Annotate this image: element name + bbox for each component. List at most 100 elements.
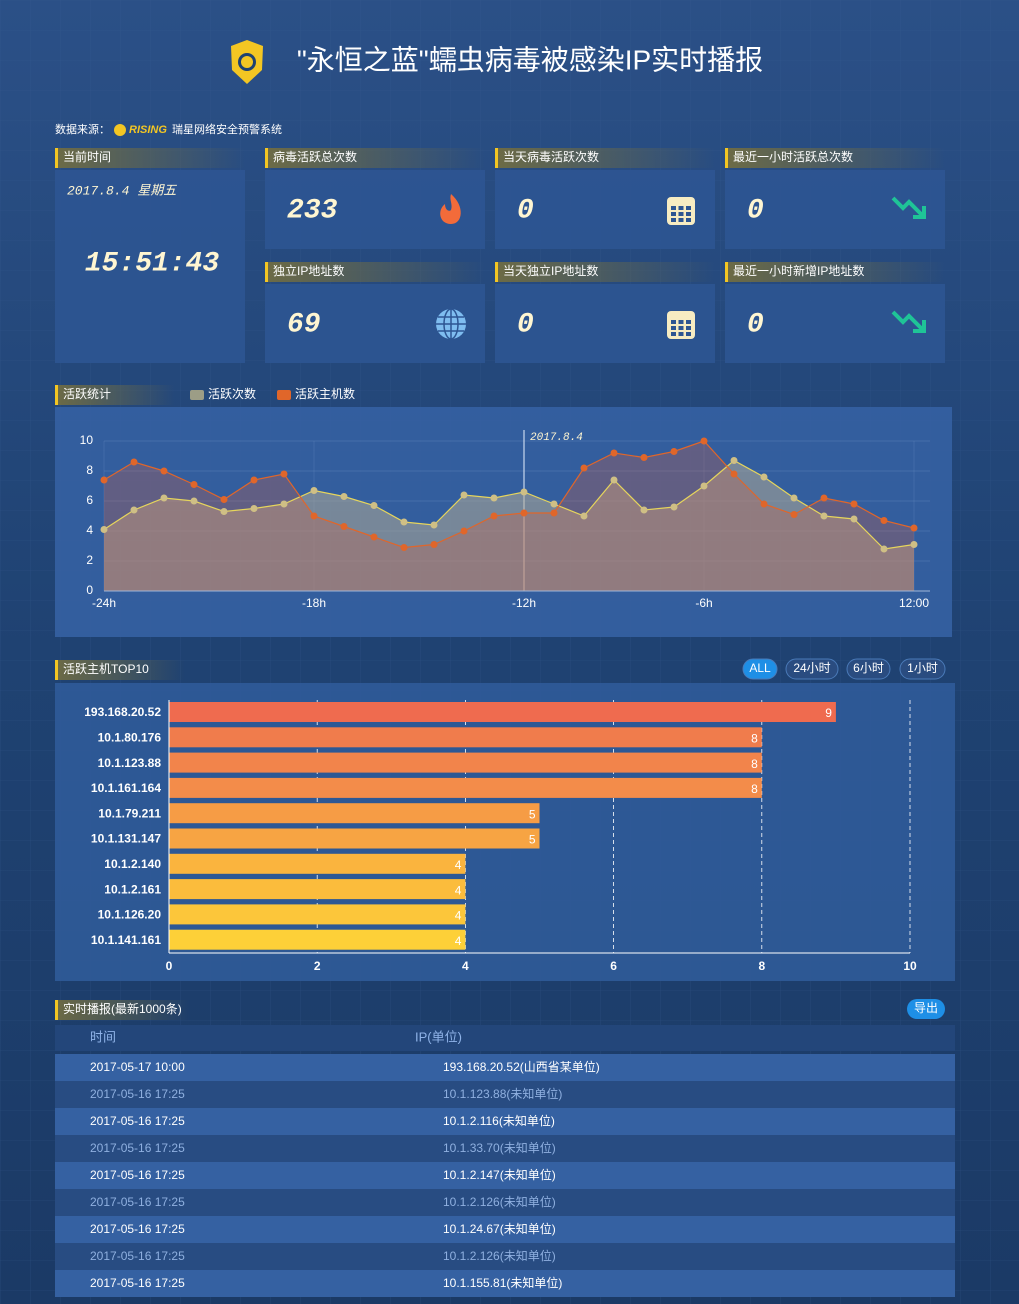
point xyxy=(340,523,348,530)
y-tick-label: 10.1.2.161 xyxy=(104,882,161,896)
chart-title-accent xyxy=(55,660,58,680)
card-header-bg xyxy=(725,262,945,282)
point xyxy=(670,503,678,511)
card-value: 0 xyxy=(517,309,534,340)
value-label: 4 xyxy=(455,883,462,897)
point xyxy=(100,526,108,533)
y-tick-label: 10.1.161.164 xyxy=(91,781,161,795)
trend-icon xyxy=(891,310,926,333)
calendar-cell xyxy=(686,218,691,222)
point xyxy=(280,470,288,478)
point xyxy=(250,505,258,512)
point xyxy=(550,500,558,508)
point xyxy=(580,464,588,472)
column-header: IP(单位) xyxy=(415,1029,462,1044)
card xyxy=(265,170,485,249)
x-tick-label: 2 xyxy=(314,959,321,973)
card-header-accent xyxy=(725,262,728,282)
filter-label[interactable]: 24小时 xyxy=(793,661,830,675)
panel-header: 当前时间 xyxy=(63,149,111,164)
table-row xyxy=(55,1243,955,1270)
legend-swatch xyxy=(190,390,204,400)
bar xyxy=(169,853,466,874)
value-label: 5 xyxy=(529,833,536,847)
cell: 2017-05-16 17:25 xyxy=(90,1195,185,1209)
cell: 10.1.24.67(未知单位) xyxy=(443,1221,556,1236)
brand-icon xyxy=(114,124,126,136)
x-tick-label: 4 xyxy=(462,959,469,973)
calendar-cell xyxy=(686,332,691,336)
source-label: 数据来源： xyxy=(55,122,110,136)
point xyxy=(730,470,738,478)
fire-icon xyxy=(440,194,461,224)
cell: 2017-05-16 17:25 xyxy=(90,1141,185,1155)
cell: 10.1.155.81(未知单位) xyxy=(443,1275,562,1290)
filter-button[interactable] xyxy=(899,658,946,680)
cell: 10.1.2.147(未知单位) xyxy=(443,1167,556,1182)
point xyxy=(550,509,558,517)
y-tick-label: 6 xyxy=(86,493,93,507)
cell: 10.1.2.126(未知单位) xyxy=(443,1248,556,1263)
card-value: 0 xyxy=(517,195,534,226)
filter-label[interactable]: 6小时 xyxy=(853,661,884,675)
table-title-accent xyxy=(55,1000,58,1020)
value-label: 4 xyxy=(455,909,462,923)
table-row xyxy=(55,1162,955,1189)
bar xyxy=(169,879,466,900)
point xyxy=(790,511,798,518)
export-label[interactable]: 导出 xyxy=(914,1001,938,1015)
legend-label: 活跃次数 xyxy=(208,386,256,401)
point xyxy=(850,515,858,523)
filter-button[interactable] xyxy=(846,658,891,680)
point xyxy=(700,437,708,445)
export-button[interactable] xyxy=(907,999,945,1019)
point xyxy=(190,481,198,488)
point xyxy=(700,482,708,490)
point xyxy=(520,509,528,517)
point xyxy=(910,524,918,532)
x-tick-label: 0 xyxy=(166,959,173,973)
calendar-cell xyxy=(671,332,676,336)
point xyxy=(460,491,468,499)
point xyxy=(430,541,438,548)
clock: 15:51:43 xyxy=(85,248,220,279)
y-tick-label: 10.1.123.88 xyxy=(98,756,162,770)
filter-label[interactable]: 1小时 xyxy=(907,661,938,675)
chart-title: 活跃主机TOP10 xyxy=(63,662,149,676)
legend-label: 活跃主机数 xyxy=(295,386,355,401)
card-header: 当天独立IP地址数 xyxy=(503,263,598,278)
area xyxy=(104,441,914,591)
table-row xyxy=(55,1270,955,1297)
filter-button[interactable] xyxy=(785,658,839,680)
y-tick-label: 10.1.126.20 xyxy=(98,908,162,922)
point xyxy=(220,496,228,503)
calendar-cell xyxy=(671,206,676,210)
brand: RISING xyxy=(129,124,167,136)
bar xyxy=(169,727,762,748)
cell: 10.1.123.88(未知单位) xyxy=(443,1086,562,1101)
card-header-bg xyxy=(265,148,485,168)
cell: 2017-05-17 10:00 xyxy=(90,1060,185,1074)
point xyxy=(820,512,828,520)
card-header: 独立IP地址数 xyxy=(273,263,344,278)
point xyxy=(400,518,408,526)
x-tick-label: -12h xyxy=(512,596,536,610)
filter-button[interactable] xyxy=(742,658,778,680)
calendar-cell xyxy=(671,326,676,330)
cell: 10.1.2.116(未知单位) xyxy=(443,1113,555,1128)
point xyxy=(250,476,258,484)
y-tick-label: 10 xyxy=(80,433,94,447)
table-row xyxy=(55,1054,955,1081)
point xyxy=(370,533,378,541)
table-row xyxy=(55,1189,955,1216)
filter-label[interactable]: ALL xyxy=(749,661,771,675)
page-title: "永恒之蓝"蠕虫病毒被感染IP实时播报 xyxy=(297,44,763,75)
card-header-bg xyxy=(725,148,945,168)
chart-title: 活跃统计 xyxy=(63,387,111,401)
trend-icon xyxy=(891,196,926,219)
card-header-accent xyxy=(725,148,728,168)
cell: 2017-05-16 17:25 xyxy=(90,1249,185,1263)
y-tick-label: 4 xyxy=(86,523,93,537)
point xyxy=(610,449,618,457)
